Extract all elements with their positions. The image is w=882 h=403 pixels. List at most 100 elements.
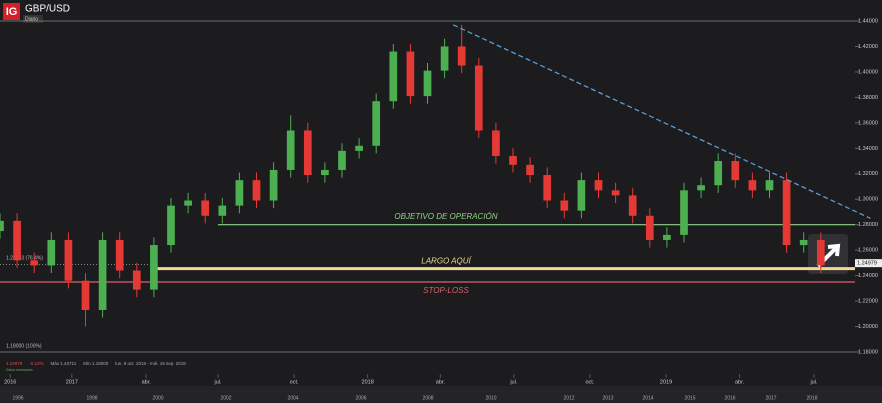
- candle: [594, 172, 603, 198]
- candle-body: [13, 220, 21, 261]
- candle: [201, 192, 210, 224]
- candle: [132, 262, 141, 298]
- interval-box: [23, 15, 43, 23]
- candle: [286, 115, 295, 178]
- interval: Diario: [25, 16, 38, 22]
- y-tick-label: 1.34000: [858, 146, 878, 152]
- candle-body: [509, 155, 517, 165]
- navigator-label: 2018: [806, 395, 817, 401]
- navigator-label: 2012: [563, 395, 574, 401]
- candle-body: [731, 161, 740, 181]
- candle-body: [816, 239, 825, 266]
- candle-body: [645, 215, 654, 240]
- candle-body: [663, 234, 671, 240]
- candle: [509, 148, 517, 173]
- candle: [115, 232, 124, 279]
- navigator-label: 2017: [765, 395, 776, 401]
- candle: [799, 232, 808, 253]
- candle: [577, 172, 586, 219]
- candle-body: [269, 169, 278, 201]
- navigator-label: 1998: [86, 395, 97, 401]
- candle-body: [338, 150, 346, 170]
- candle: [81, 273, 90, 327]
- candle: [235, 172, 244, 214]
- candle-body: [526, 164, 534, 176]
- candle: [269, 162, 278, 209]
- y-tick-label: 1.42000: [858, 44, 878, 50]
- candle: [440, 38, 449, 79]
- candle-body: [201, 200, 210, 216]
- y-tick-label: 1.24000: [858, 273, 878, 279]
- level-label: OBJETIVO DE OPERACIÓN: [394, 212, 497, 221]
- logo-box: [3, 3, 20, 20]
- x-tick-label: 2017: [66, 379, 78, 385]
- candle-body: [714, 161, 723, 186]
- x-tick-label: 2019: [660, 379, 672, 385]
- candle: [406, 43, 415, 104]
- y-tick-label: 1.44000: [858, 18, 878, 24]
- candle-body: [628, 195, 637, 216]
- y-tick-label: 1.32000: [858, 171, 878, 177]
- candle: [64, 232, 73, 289]
- navigator: [0, 386, 882, 403]
- candle-body: [457, 46, 466, 66]
- candle-body: [184, 200, 192, 206]
- candle-body: [355, 145, 363, 151]
- navigator-label: 2004: [287, 395, 298, 401]
- x-tick-label: oct.: [290, 379, 299, 385]
- candle-body: [321, 169, 329, 176]
- candle-body: [440, 46, 449, 71]
- candle: [816, 232, 825, 274]
- candle: [0, 213, 4, 239]
- candle-body: [543, 175, 552, 201]
- candle-body: [167, 205, 175, 246]
- y-tick-label: 1.18000: [858, 349, 878, 355]
- candle-body: [799, 239, 808, 246]
- info-item: Mín 1.18000: [83, 361, 109, 366]
- candle: [611, 182, 620, 204]
- candle-body: [30, 260, 39, 266]
- logo: IG: [6, 6, 18, 18]
- navigator-label: 1996: [12, 395, 23, 401]
- candle: [663, 227, 671, 248]
- y-tick-label: 1.36000: [858, 120, 878, 126]
- candle-body: [697, 185, 705, 191]
- candle-body: [235, 180, 244, 206]
- candle: [560, 192, 569, 219]
- y-tick-label: 1.38000: [858, 95, 878, 101]
- candle: [645, 208, 654, 248]
- navigator-label: 2013: [602, 395, 613, 401]
- candle: [731, 153, 740, 188]
- candle: [150, 237, 158, 298]
- info-item: 1.24979: [6, 361, 23, 366]
- candle-body: [286, 130, 295, 170]
- candle-body: [47, 239, 56, 266]
- last-price-box: [855, 259, 882, 268]
- x-tick-label: abr.: [735, 379, 745, 385]
- navigator-label: 2000: [152, 395, 163, 401]
- navigator-label: 2006: [355, 395, 366, 401]
- x-tick-label: oct.: [586, 379, 595, 385]
- navigator-label: 2008: [422, 395, 433, 401]
- navigator-label: 2014: [642, 395, 653, 401]
- navigator-label: 2002: [220, 395, 231, 401]
- info-item: Máx 1.43711: [51, 361, 77, 366]
- navigator-label: 2010: [485, 395, 496, 401]
- candle: [457, 24, 466, 74]
- candle: [423, 63, 432, 104]
- candle-body: [389, 51, 398, 102]
- candle-body: [492, 130, 500, 156]
- y-tick-label: 1.22000: [858, 299, 878, 305]
- candle: [47, 232, 56, 274]
- candle: [748, 172, 757, 198]
- candle: [680, 182, 688, 243]
- y-tick-label: 1.30000: [858, 197, 878, 203]
- y-tick-label: 1.20000: [858, 324, 878, 330]
- candle: [526, 157, 534, 183]
- candle-body: [218, 205, 227, 216]
- fib-label: 1.18000 (100%): [6, 343, 42, 349]
- info-note: Datos retrasados: [6, 368, 33, 372]
- candle-body: [577, 180, 586, 211]
